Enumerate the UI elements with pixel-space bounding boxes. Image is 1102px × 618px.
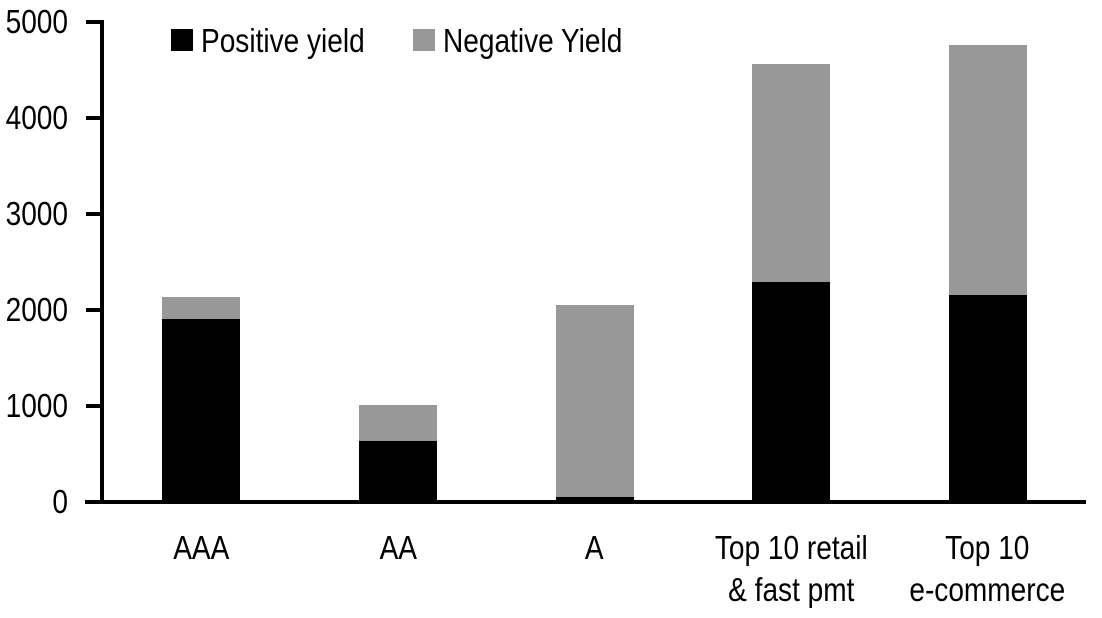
x-axis-label: Top 10 retail & fast pmt — [714, 529, 868, 608]
y-axis-tick — [86, 115, 103, 120]
y-axis-label: 3000 — [5, 194, 68, 232]
negative-yield-swatch-icon — [413, 29, 435, 51]
x-axis-label: AA — [379, 529, 417, 566]
y-axis-label: 5000 — [5, 2, 68, 40]
x-axis-label: AAA — [173, 529, 230, 566]
bar-segment-positive-yield-1 — [162, 319, 241, 502]
y-axis-tick — [86, 307, 103, 312]
y-axis-tick — [86, 403, 103, 408]
x-axis-label: Top 10 e-commerce — [909, 529, 1066, 608]
bar-segment-positive-yield-5 — [948, 294, 1027, 502]
y-axis-label: 0 — [52, 483, 68, 520]
x-axis-line — [85, 500, 1086, 504]
bar-segment-negative-yield-5 — [948, 44, 1027, 295]
y-axis-line — [100, 20, 104, 504]
bar-segment-negative-yield-4 — [752, 63, 831, 282]
legend-label-negative-yield: Negative Yield — [443, 21, 623, 59]
y-axis-tick — [86, 211, 103, 216]
y-axis-label: 4000 — [5, 98, 68, 136]
x-axis-label: A — [585, 529, 604, 566]
legend-label-positive-yield: Positive yield — [201, 21, 365, 59]
y-axis-label: 1000 — [5, 386, 68, 424]
bar-segment-positive-yield-3 — [555, 497, 634, 502]
y-axis-tick — [86, 19, 103, 24]
legend-item-negative-yield: Negative Yield — [413, 21, 654, 59]
bar-segment-positive-yield-2 — [358, 441, 437, 502]
bar-segment-negative-yield-3 — [555, 305, 634, 498]
legend-item-positive-yield: Positive yield — [171, 21, 394, 59]
y-axis-label: 2000 — [5, 290, 68, 328]
bar-segment-negative-yield-1 — [162, 297, 241, 320]
positive-yield-swatch-icon — [171, 29, 193, 51]
bar-segment-positive-yield-4 — [752, 282, 831, 502]
bar-segment-negative-yield-2 — [358, 404, 437, 442]
